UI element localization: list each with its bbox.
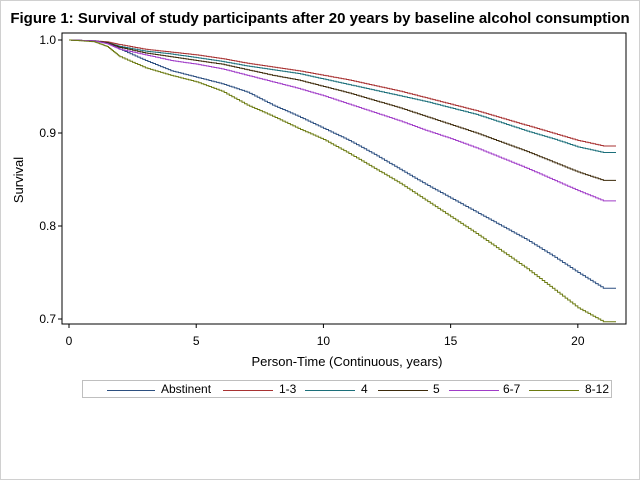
x-tick-label: 0 <box>66 334 73 348</box>
legend-swatch <box>529 390 579 391</box>
series-line-8-12 <box>69 40 616 322</box>
y-axis-ticks: 0.7 0.8 0.9 1.0 <box>39 33 62 326</box>
x-tick-label: 5 <box>193 334 200 348</box>
series-line-5 <box>69 40 616 180</box>
plot-area <box>62 33 626 324</box>
series-lines <box>69 40 616 322</box>
series-line-4 <box>69 40 616 153</box>
legend-label: 8-12 <box>585 383 609 396</box>
y-tick-label: 0.9 <box>39 126 56 140</box>
legend-item-8-12: 8-12 <box>83 381 611 399</box>
x-tick-label: 15 <box>444 334 458 348</box>
x-axis-ticks: 0 5 10 15 20 <box>66 324 585 348</box>
x-axis-label: Person-Time (Continuous, years) <box>252 354 443 369</box>
x-tick-label: 10 <box>317 334 331 348</box>
series-line-Abstinent <box>69 40 616 288</box>
y-axis-label: Survival <box>11 157 26 203</box>
y-tick-label: 0.7 <box>39 312 56 326</box>
x-tick-label: 20 <box>571 334 585 348</box>
y-tick-label: 0.8 <box>39 219 56 233</box>
y-tick-label: 1.0 <box>39 33 56 47</box>
legend: Abstinent 1-3 4 5 6-7 8-12 <box>82 380 612 398</box>
series-line-6-7 <box>69 40 616 201</box>
